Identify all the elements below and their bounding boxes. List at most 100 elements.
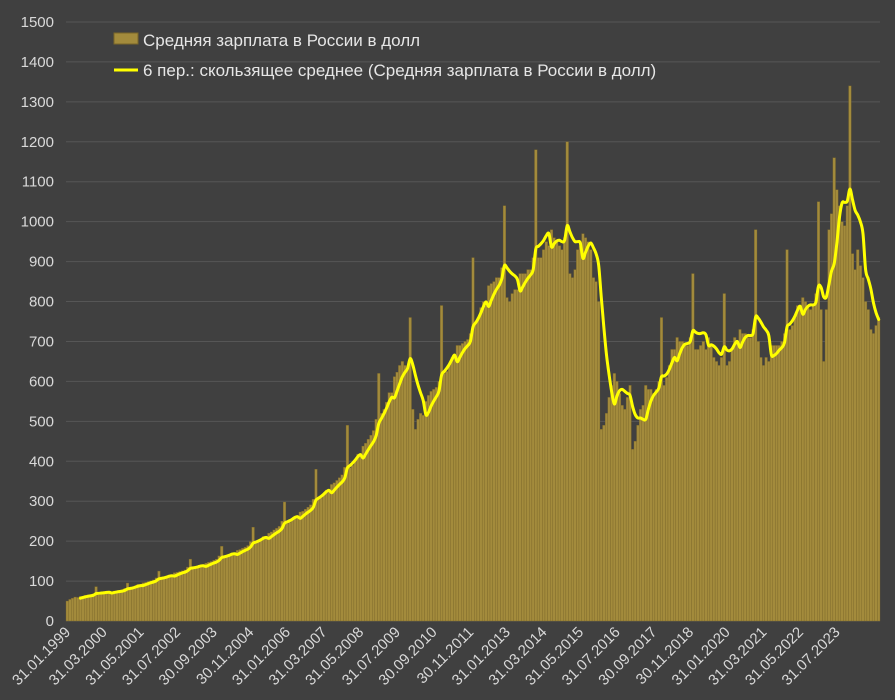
salary-bar bbox=[332, 482, 336, 622]
salary-bar bbox=[772, 345, 776, 622]
salary-bar bbox=[272, 529, 276, 622]
salary-bar bbox=[152, 579, 156, 622]
salary-bar bbox=[639, 409, 642, 622]
y-tick-label: 1500 bbox=[21, 14, 54, 31]
salary-bar bbox=[657, 381, 661, 622]
y-tick-label: 1300 bbox=[21, 94, 54, 111]
salary-bar bbox=[707, 337, 711, 622]
y-tick-label: 300 bbox=[29, 493, 54, 510]
salary-bar bbox=[228, 554, 232, 622]
salary-bar bbox=[348, 467, 352, 622]
salary-bar bbox=[851, 253, 855, 622]
salary-bar bbox=[738, 329, 742, 622]
salary-bar bbox=[557, 245, 561, 622]
salary-bar bbox=[165, 576, 169, 622]
salary-bar bbox=[801, 297, 805, 622]
y-tick-label: 1200 bbox=[21, 134, 54, 151]
salary-bar bbox=[864, 301, 868, 622]
salary-bar bbox=[235, 550, 239, 622]
salary-bar bbox=[712, 357, 716, 622]
salary-bar bbox=[180, 570, 184, 622]
salary-bar bbox=[746, 337, 750, 622]
salary-bar bbox=[500, 267, 504, 622]
salary-bar bbox=[848, 85, 852, 622]
salary-bar bbox=[322, 493, 326, 622]
salary-bar bbox=[877, 317, 881, 622]
salary-bar bbox=[756, 341, 760, 622]
salary-bar bbox=[623, 409, 627, 622]
salary-bar bbox=[358, 455, 362, 622]
y-tick-label: 1400 bbox=[21, 54, 54, 71]
salary-bar bbox=[793, 317, 797, 622]
salary-bar bbox=[683, 345, 687, 622]
salary-bar bbox=[288, 522, 292, 622]
salary-bar bbox=[628, 385, 632, 622]
salary-bar bbox=[144, 582, 148, 622]
salary-bar bbox=[594, 281, 598, 622]
salary-bar bbox=[403, 365, 407, 622]
salary-bar bbox=[330, 484, 334, 622]
salary-bar bbox=[869, 329, 873, 622]
salary-bar bbox=[314, 469, 318, 622]
salary-bar bbox=[874, 325, 878, 622]
salary-bar bbox=[699, 345, 703, 622]
salary-bar bbox=[110, 591, 114, 622]
salary-bar bbox=[741, 333, 745, 622]
y-tick-label: 900 bbox=[29, 254, 54, 271]
salary-bar bbox=[343, 467, 347, 622]
salary-bar bbox=[86, 594, 90, 622]
salary-bar bbox=[665, 377, 669, 622]
moving-average bbox=[78, 187, 881, 600]
salary-bar bbox=[531, 257, 535, 622]
salary-bar bbox=[327, 491, 331, 622]
salary-bar bbox=[450, 357, 454, 622]
salary-bar bbox=[542, 249, 546, 622]
salary-bar bbox=[238, 549, 242, 622]
salary-bar bbox=[788, 329, 792, 622]
salary-bar bbox=[364, 443, 368, 622]
salary-bar bbox=[283, 501, 287, 622]
salary-bar bbox=[413, 429, 417, 622]
salary-bar bbox=[843, 225, 847, 622]
salary-bar bbox=[118, 590, 122, 622]
salary-bar bbox=[262, 536, 266, 622]
salary-bar bbox=[217, 555, 221, 622]
salary-bar bbox=[442, 373, 446, 622]
salary-bar bbox=[754, 229, 758, 622]
salary-bar bbox=[131, 587, 135, 622]
salary-bar bbox=[369, 435, 373, 622]
salary-bar bbox=[309, 504, 313, 622]
salary-bar bbox=[290, 518, 294, 622]
salary-bar bbox=[591, 277, 595, 622]
salary-bar bbox=[385, 401, 389, 622]
salary-bar bbox=[824, 309, 828, 622]
salary-bar bbox=[416, 419, 420, 622]
salary-bar bbox=[743, 333, 747, 622]
bars bbox=[65, 85, 881, 622]
salary-bar bbox=[667, 365, 671, 622]
salary-bar bbox=[241, 548, 245, 622]
salary-bar bbox=[212, 560, 216, 622]
salary-bar bbox=[725, 365, 729, 622]
salary-bar bbox=[68, 599, 72, 622]
salary-bar bbox=[691, 273, 695, 622]
salary-bar bbox=[199, 564, 203, 622]
salary-bar bbox=[505, 297, 509, 622]
salary-bar bbox=[649, 389, 653, 622]
salary-bar bbox=[762, 365, 766, 622]
salary-bar bbox=[510, 293, 514, 622]
salary-bar bbox=[861, 277, 865, 622]
y-tick-label: 600 bbox=[29, 373, 54, 390]
y-tick-label: 700 bbox=[29, 333, 54, 350]
salary-bar bbox=[471, 257, 475, 622]
salary-bar bbox=[275, 528, 279, 622]
salary-bar bbox=[293, 515, 297, 622]
salary-bar bbox=[696, 349, 700, 622]
salary-bar bbox=[201, 565, 205, 622]
salary-bar bbox=[406, 369, 410, 622]
salary-bar bbox=[173, 572, 177, 622]
salary-bar bbox=[400, 361, 404, 622]
salary-bar bbox=[516, 289, 519, 622]
salary-bar bbox=[631, 449, 635, 622]
y-tick-label: 400 bbox=[29, 453, 54, 470]
